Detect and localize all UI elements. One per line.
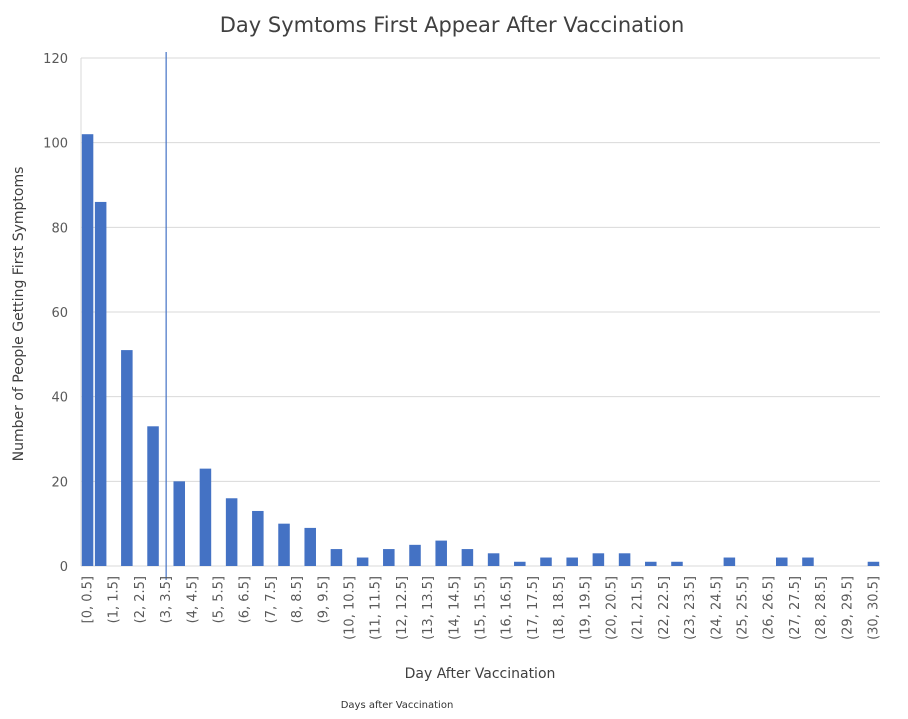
x-tick-label: (20, 20.5] [604, 576, 619, 640]
bar [461, 549, 474, 566]
bar [514, 561, 526, 566]
bar [867, 561, 880, 566]
bar [487, 553, 500, 566]
x-tick-label: (13, 13.5] [421, 576, 436, 640]
bar [540, 557, 552, 566]
bar [671, 561, 683, 566]
x-tick-label: (29, 29.5] [840, 576, 855, 640]
bars [81, 134, 880, 566]
x-tick-label: (12, 12.5] [395, 576, 410, 640]
x-tick-label: [0, 0.5] [81, 576, 96, 623]
bar [94, 201, 107, 566]
x-tick-label: (1, 1.5] [107, 576, 122, 623]
x-tick-label: (10, 10.5] [343, 576, 358, 640]
gridlines [80, 57, 880, 567]
y-axis-ticks: 0 20 40 60 80 100 120 [43, 52, 68, 575]
y-tick-label: 40 [51, 391, 68, 406]
x-axis-ticks: [0, 0.5] (1, 1.5] (2, 2.5] (3, 3.5] (4, 4.5]… [81, 576, 882, 640]
x-tick-label: (15, 15.5] [474, 576, 489, 640]
bar [252, 510, 264, 566]
bar [147, 426, 159, 566]
x-tick-label: (3, 3.5] [159, 576, 174, 623]
footer-caption: Days after Vaccination [341, 700, 454, 711]
x-tick-label: (11, 11.5] [369, 576, 384, 640]
x-tick-label: (6, 6.5] [238, 576, 253, 623]
bar [566, 557, 578, 566]
x-tick-label: (7, 7.5] [264, 576, 279, 623]
y-axis-label: Number of People Getting First Symptoms [11, 167, 27, 462]
x-tick-label: (26, 26.5] [762, 576, 777, 640]
bar [775, 557, 788, 566]
x-tick-label: (5, 5.5] [212, 576, 227, 623]
bar [330, 549, 343, 566]
x-tick-label: (14, 14.5] [447, 576, 462, 640]
x-tick-label: (18, 18.5] [552, 576, 567, 640]
x-tick-label: (19, 19.5] [578, 576, 593, 640]
y-tick-label: 100 [43, 137, 68, 152]
x-axis-label: Day After Vaccination [405, 666, 556, 682]
bar [121, 350, 133, 566]
bar [173, 481, 186, 566]
bar [304, 527, 316, 566]
x-tick-label: (30, 30.5] [866, 576, 881, 640]
x-tick-label: (27, 27.5] [788, 576, 803, 640]
bar [592, 553, 605, 566]
bar [435, 540, 447, 566]
x-tick-label: (23, 23.5] [683, 576, 698, 640]
bar [618, 553, 631, 566]
x-tick-label: (24, 24.5] [709, 576, 724, 640]
bar [383, 549, 395, 566]
x-tick-label: (9, 9.5] [316, 576, 331, 623]
x-tick-label: (28, 28.5] [814, 576, 829, 640]
bar [802, 557, 814, 566]
bar [409, 544, 421, 566]
bar [278, 523, 290, 566]
x-tick-label: (25, 25.5] [735, 576, 750, 640]
bar [225, 498, 238, 566]
x-tick-label: (4, 4.5] [185, 576, 200, 623]
x-tick-label: (17, 17.5] [526, 576, 541, 640]
bar [356, 557, 369, 566]
x-tick-label: (2, 2.5] [133, 576, 148, 623]
y-tick-label: 0 [60, 560, 68, 575]
x-tick-label: (21, 21.5] [631, 576, 646, 640]
y-tick-label: 20 [51, 475, 68, 490]
bar [723, 557, 736, 566]
x-tick-label: (22, 22.5] [657, 576, 672, 640]
bar [645, 561, 657, 566]
chart-title: Day Symtoms First Appear After Vaccinati… [220, 13, 685, 37]
bar [199, 468, 212, 566]
y-tick-label: 60 [51, 306, 68, 321]
y-tick-label: 80 [51, 221, 68, 236]
y-tick-label: 120 [43, 52, 68, 67]
x-tick-label: (8, 8.5] [290, 576, 305, 623]
bar [81, 134, 94, 566]
x-tick-label: (16, 16.5] [500, 576, 515, 640]
